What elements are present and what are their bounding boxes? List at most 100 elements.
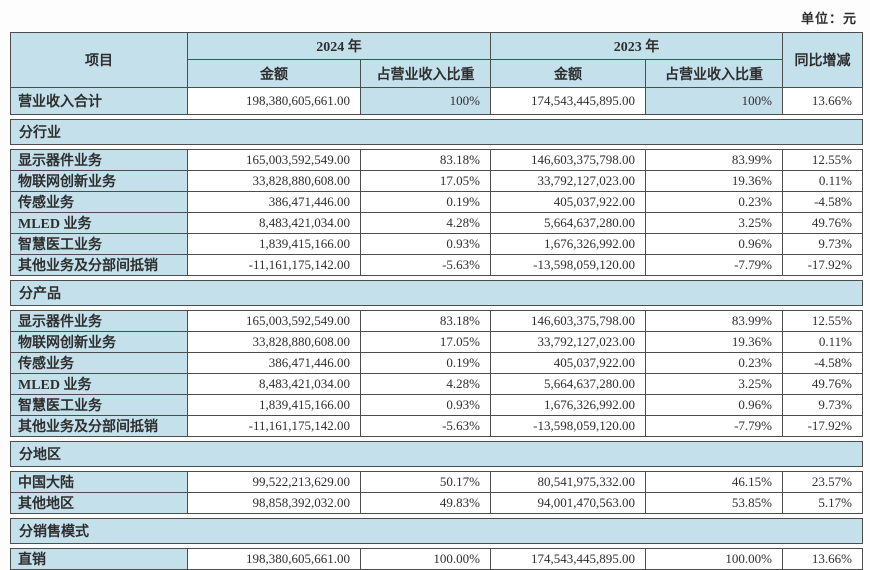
row-label: MLED 业务 [11, 213, 188, 234]
row-group: 显示器件业务 165,003,592,549.00 83.18% 146,603,37… [10, 149, 863, 276]
cell-amount-2023: 1,676,326,992.00 [491, 395, 646, 416]
cell-amount-2023: -13,598,059,120.00 [491, 416, 646, 437]
cell-amount-2023: 5,664,637,280.00 [491, 213, 646, 234]
row-group: 中国大陆 99,522,213,629.00 50.17% 80,541,975,33… [10, 471, 863, 514]
cell-amount-2024: 198,380,605,661.00 [188, 549, 361, 570]
cell-proportion-2024: 100.00% [361, 549, 491, 570]
col-amount-2023-header: 金额 [491, 60, 646, 88]
cell-proportion-2023: -7.79% [646, 255, 783, 276]
col-2023-header: 2023 年 [491, 33, 783, 60]
table-body: 分行业 显示器件业务 165,003,592,549.00 83.18% 146,603… [10, 119, 863, 570]
cell-yoy: 13.66% [783, 88, 863, 115]
row-group: 营业收入合计 198,380,605,661.00 100% 174,543,445,… [11, 88, 863, 115]
cell-yoy: -17.92% [783, 416, 863, 437]
cell-proportion-2023: -7.79% [646, 416, 783, 437]
cell-amount-2023: 146,603,375,798.00 [491, 311, 646, 332]
row-label: 传感业务 [11, 192, 188, 213]
cell-proportion-2023: 3.25% [646, 374, 783, 395]
row-group: 直销 198,380,605,661.00 100.00% 174,543,445,8… [10, 548, 863, 570]
cell-proportion-2023: 0.23% [646, 353, 783, 374]
cell-amount-2023: -13,598,059,120.00 [491, 255, 646, 276]
cell-yoy: 9.73% [783, 395, 863, 416]
table-header: 项目 2024 年 2023 年 同比增减 金额 占营业收入比重 金额 占营业收… [11, 33, 863, 88]
section-row: 分地区 [10, 441, 863, 467]
row-label: 其他业务及分部间抵销 [11, 255, 188, 276]
section-row: 分销售模式 [10, 518, 863, 544]
cell-yoy: 13.66% [783, 549, 863, 570]
cell-amount-2024: 33,828,880,608.00 [188, 332, 361, 353]
cell-amount-2023: 94,001,470,563.00 [491, 493, 646, 514]
cell-proportion-2023: 0.96% [646, 395, 783, 416]
cell-amount-2024: 165,003,592,549.00 [188, 150, 361, 171]
cell-yoy: 49.76% [783, 213, 863, 234]
cell-amount-2023: 33,792,127,023.00 [491, 332, 646, 353]
table-row: 中国大陆 99,522,213,629.00 50.17% 80,541,975,33… [11, 472, 863, 493]
cell-amount-2024: -11,161,175,142.00 [188, 416, 361, 437]
row-label: 显示器件业务 [11, 311, 188, 332]
cell-proportion-2023: 100% [646, 88, 783, 115]
cell-amount-2024: 386,471,446.00 [188, 192, 361, 213]
cell-proportion-2024: 100% [361, 88, 491, 115]
cell-amount-2024: 1,839,415,166.00 [188, 234, 361, 255]
table-row: 传感业务 386,471,446.00 0.19% 405,037,922.00 0.2… [11, 353, 863, 374]
cell-yoy: 0.11% [783, 332, 863, 353]
table-row: 传感业务 386,471,446.00 0.19% 405,037,922.00 0.2… [11, 192, 863, 213]
table-row: 其他地区 98,858,392,032.00 49.83% 94,001,470,56… [11, 493, 863, 514]
row-group: 显示器件业务 165,003,592,549.00 83.18% 146,603,37… [10, 310, 863, 437]
cell-amount-2023: 146,603,375,798.00 [491, 150, 646, 171]
table-row: 其他业务及分部间抵销 -11,161,175,142.00 -5.63% -13,59… [11, 416, 863, 437]
cell-proportion-2024: 0.19% [361, 192, 491, 213]
cell-proportion-2023: 100.00% [646, 549, 783, 570]
table-row: 物联网创新业务 33,828,880,608.00 17.05% 33,792,127… [11, 171, 863, 192]
cell-amount-2024: 165,003,592,549.00 [188, 311, 361, 332]
cell-proportion-2024: 0.93% [361, 234, 491, 255]
cell-proportion-2024: 50.17% [361, 472, 491, 493]
cell-yoy: -4.58% [783, 192, 863, 213]
row-label: 直销 [11, 549, 188, 570]
table-row: 其他业务及分部间抵销 -11,161,175,142.00 -5.63% -13,59… [11, 255, 863, 276]
cell-yoy: 9.73% [783, 234, 863, 255]
table-row: 智慧医工业务 1,839,415,166.00 0.93% 1,676,326,992… [11, 234, 863, 255]
row-label: 智慧医工业务 [11, 395, 188, 416]
cell-yoy: 0.11% [783, 171, 863, 192]
cell-proportion-2023: 83.99% [646, 150, 783, 171]
cell-amount-2024: 8,483,421,034.00 [188, 374, 361, 395]
row-label: 其他业务及分部间抵销 [11, 416, 188, 437]
cell-proportion-2024: 17.05% [361, 171, 491, 192]
cell-yoy: 12.55% [783, 311, 863, 332]
col-proportion-2023-header: 占营业收入比重 [646, 60, 783, 88]
row-label: 营业收入合计 [11, 88, 188, 115]
cell-amount-2024: 99,522,213,629.00 [188, 472, 361, 493]
cell-proportion-2024: -5.63% [361, 416, 491, 437]
row-label: 物联网创新业务 [11, 171, 188, 192]
cell-yoy: 23.57% [783, 472, 863, 493]
cell-proportion-2024: 4.28% [361, 213, 491, 234]
row-label: 物联网创新业务 [11, 332, 188, 353]
cell-yoy: 5.17% [783, 493, 863, 514]
unit-label: 单位：元 [800, 11, 857, 26]
cell-amount-2024: -11,161,175,142.00 [188, 255, 361, 276]
cell-yoy: -4.58% [783, 353, 863, 374]
row-label: 传感业务 [11, 353, 188, 374]
cell-amount-2023: 5,664,637,280.00 [491, 374, 646, 395]
cell-amount-2023: 33,792,127,023.00 [491, 171, 646, 192]
cell-amount-2024: 198,380,605,661.00 [188, 88, 361, 115]
cell-proportion-2024: 4.28% [361, 374, 491, 395]
cell-yoy: -17.92% [783, 255, 863, 276]
cell-proportion-2024: 0.19% [361, 353, 491, 374]
section-row: 分产品 [10, 280, 863, 306]
cell-amount-2023: 80,541,975,332.00 [491, 472, 646, 493]
cell-proportion-2024: 83.18% [361, 150, 491, 171]
cell-amount-2023: 405,037,922.00 [491, 353, 646, 374]
table-row: 智慧医工业务 1,839,415,166.00 0.93% 1,676,326,992… [11, 395, 863, 416]
row-label: 其他地区 [11, 493, 188, 514]
cell-yoy: 12.55% [783, 150, 863, 171]
cell-amount-2024: 1,839,415,166.00 [188, 395, 361, 416]
cell-proportion-2023: 19.36% [646, 332, 783, 353]
cell-yoy: 49.76% [783, 374, 863, 395]
col-2024-header: 2024 年 [188, 33, 491, 60]
table-row: 物联网创新业务 33,828,880,608.00 17.05% 33,792,127… [11, 332, 863, 353]
cell-proportion-2024: 17.05% [361, 332, 491, 353]
table-row: 直销 198,380,605,661.00 100.00% 174,543,445,8… [11, 549, 863, 570]
col-item-header: 项目 [11, 33, 188, 88]
